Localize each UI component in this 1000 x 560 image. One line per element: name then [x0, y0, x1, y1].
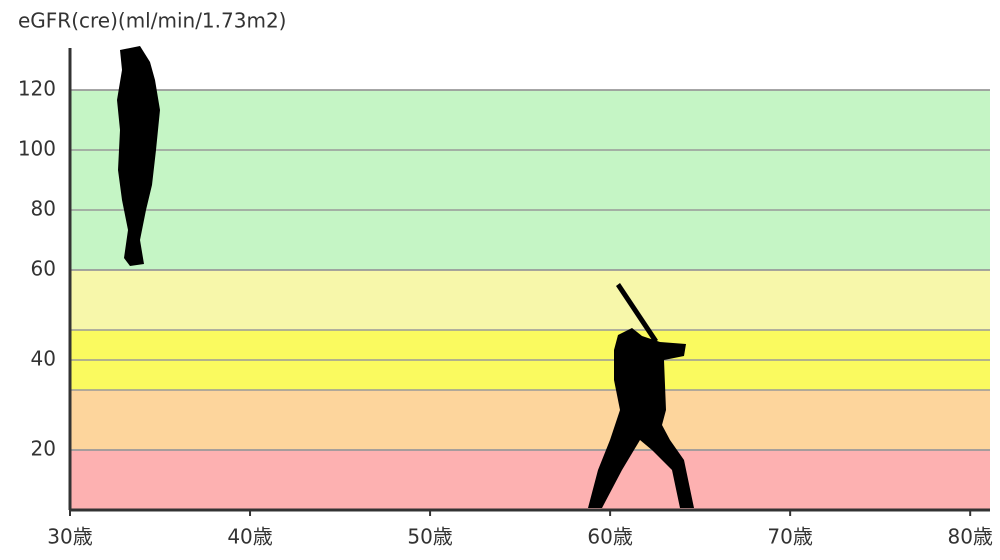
- band: [70, 450, 990, 510]
- plot-area: [70, 89, 990, 510]
- y-tick-label: 60: [31, 257, 56, 281]
- x-tick-label: 60歳: [587, 525, 632, 549]
- silhouette-pitcher: [117, 46, 160, 266]
- y-tick-label: 120: [18, 77, 56, 101]
- x-tick-label: 40歳: [227, 525, 272, 549]
- silhouette: [117, 46, 160, 266]
- bat: [616, 283, 658, 343]
- y-axis-label: eGFR(cre)(ml/min/1.73m2): [18, 9, 286, 33]
- x-tick-label: 70歳: [767, 525, 812, 549]
- band: [70, 390, 990, 450]
- y-tick-label: 80: [31, 197, 56, 221]
- x-tick-label: 30歳: [47, 525, 92, 549]
- y-tick-label: 40: [31, 347, 56, 371]
- band: [70, 270, 990, 330]
- y-tick-label: 100: [18, 137, 56, 161]
- x-tick-label: 50歳: [407, 525, 452, 549]
- band: [70, 90, 990, 270]
- silhouette: [588, 328, 694, 508]
- silhouette-batter: [588, 283, 694, 508]
- x-tick-label: 80歳: [947, 525, 992, 549]
- y-tick-label: 20: [31, 437, 56, 461]
